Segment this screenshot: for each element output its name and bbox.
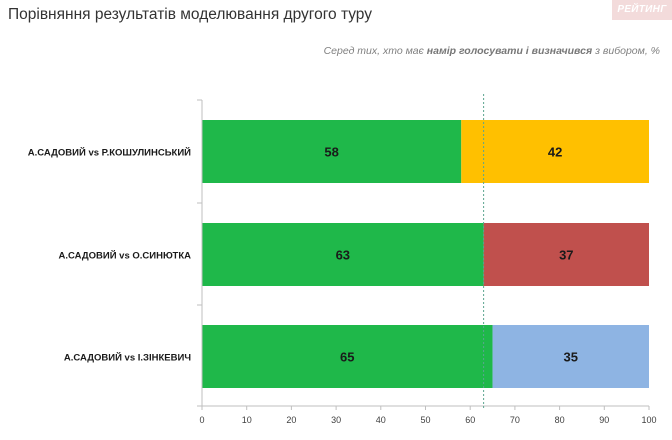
chart-subtitle: Серед тих, хто має намір голосувати і ви… <box>324 45 660 57</box>
bar-segment <box>483 223 649 286</box>
subtitle-emphasis: намір голосувати і визначився <box>426 45 593 57</box>
rating-logo: РЕЙТИНГ <box>612 0 672 20</box>
data-label: 35 <box>564 350 578 365</box>
x-tick-label: 70 <box>510 415 520 425</box>
category-label: А.САДОВИЙ vs О.СИНЮТКА <box>59 250 192 262</box>
x-tick-label: 100 <box>641 415 656 425</box>
bar-segment <box>461 120 649 183</box>
x-tick-label: 60 <box>465 415 475 425</box>
x-tick-label: 20 <box>286 415 296 425</box>
page-title: Порівняння результатів моделювання друго… <box>8 6 372 23</box>
data-label: 42 <box>548 145 562 160</box>
x-tick-label: 30 <box>331 415 341 425</box>
data-label: 58 <box>324 145 338 160</box>
category-label: А.САДОВИЙ vs Р.КОШУЛИНСЬКИЙ <box>28 147 191 159</box>
bar-segment <box>202 223 484 286</box>
x-tick-label: 50 <box>420 415 430 425</box>
x-tick-label: 40 <box>376 415 386 425</box>
bar-segment <box>202 120 462 183</box>
data-label: 37 <box>559 248 573 263</box>
bar-segment <box>492 325 649 388</box>
data-label: 65 <box>340 350 354 365</box>
x-tick-label: 90 <box>599 415 609 425</box>
category-label: А.САДОВИЙ vs І.ЗІНКЕВИЧ <box>64 352 191 364</box>
data-label: 63 <box>336 248 350 263</box>
subtitle-suffix: з вибором, % <box>592 45 660 57</box>
x-tick-label: 0 <box>199 415 204 425</box>
x-tick-label: 80 <box>555 415 565 425</box>
subtitle-prefix: Серед тих, хто має <box>323 45 427 57</box>
bar-segment <box>202 325 493 388</box>
x-tick-label: 10 <box>242 415 252 425</box>
